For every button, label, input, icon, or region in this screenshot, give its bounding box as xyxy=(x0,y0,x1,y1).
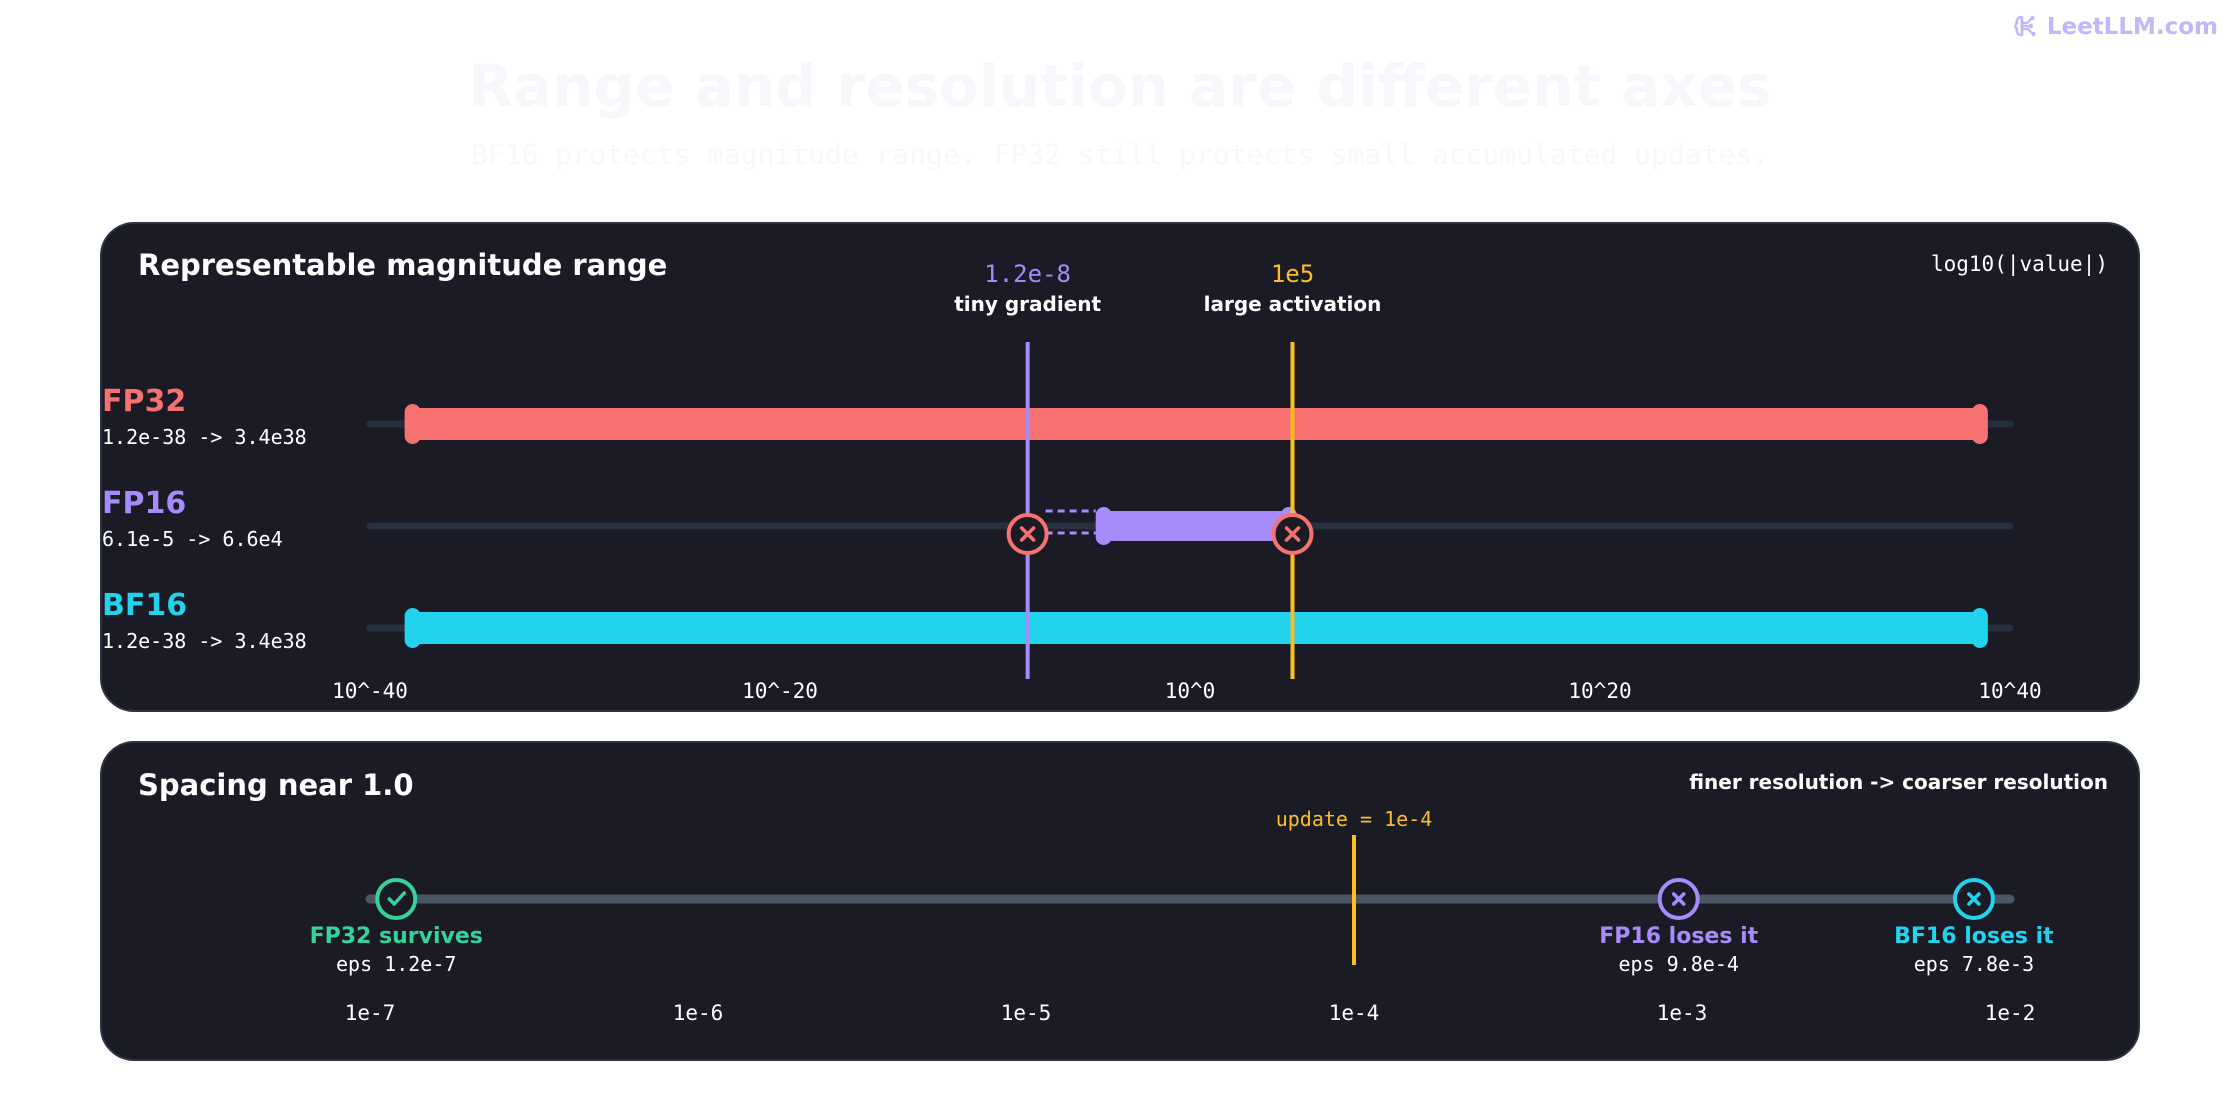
update-marker-label: update = 1e-4 xyxy=(1276,807,1433,831)
range-tick-label: 10^-40 xyxy=(332,679,408,703)
range-axis-caption: log10(|value|) xyxy=(1931,252,2108,277)
fp16-overflow-cross-icon xyxy=(1271,513,1314,555)
format-range-fp16: 6.1e-5 -> 6.6e4 xyxy=(102,527,283,551)
range-panel: Representable magnitude range log10(|valu… xyxy=(100,222,2140,712)
format-name-bf16: BF16 xyxy=(102,588,187,623)
range-cap-max-bf16 xyxy=(1971,608,1988,648)
spacing-tick-label: 1e-7 xyxy=(345,1001,396,1025)
range-cap-min-bf16 xyxy=(404,608,421,648)
format-1-cross-mark xyxy=(1671,892,1686,906)
spacing-tick-label: 1e-4 xyxy=(1329,1001,1380,1025)
brand-logo: LeetLLM.com xyxy=(2013,14,2218,40)
range-tick-label: 10^0 xyxy=(1165,679,1216,703)
marker-caption-1: large activation xyxy=(1204,292,1382,316)
format-range-fp32: 1.2e-38 -> 3.4e38 xyxy=(102,425,307,449)
spacing-tick-label: 1e-2 xyxy=(1985,1001,2036,1025)
spacing-tick-label: 1e-6 xyxy=(673,1001,724,1025)
range-tick-label: 10^20 xyxy=(1568,679,1631,703)
spacing-tick-label: 1e-3 xyxy=(1657,1001,1708,1025)
marker-value-0: 1.2e-8 xyxy=(984,260,1071,288)
range-cap-max-fp32 xyxy=(1971,404,1988,444)
spacing-format-eps: eps 1.2e-7 xyxy=(336,952,456,976)
page-subtitle: BF16 protects magnitude range. FP32 stil… xyxy=(470,138,1770,171)
fp16-overflow-cross-icon-mark xyxy=(1284,526,1301,542)
format-0-check-mark xyxy=(387,891,406,906)
check-icon xyxy=(375,878,418,920)
marker-value-1: 1e5 xyxy=(1271,260,1314,288)
fp16-underflow-cross-icon xyxy=(1006,513,1049,555)
format-name-fp16: FP16 xyxy=(102,486,186,521)
range-cap-min-fp32 xyxy=(404,404,421,444)
spacing-format-name: FP16 loses it xyxy=(1599,924,1758,949)
fp16-underflow-cross-icon-mark xyxy=(1019,526,1036,542)
range-chart: Representable magnitude range log10(|valu… xyxy=(102,248,2108,703)
format-2-cross-mark xyxy=(1967,892,1981,906)
range-bar-bf16 xyxy=(412,612,1980,644)
spacing-format-name: FP32 survives xyxy=(310,924,483,949)
range-tick-label: 10^40 xyxy=(1978,679,2041,703)
range-bar-fp16 xyxy=(1103,511,1289,541)
spacing-panel-title: Spacing near 1.0 xyxy=(138,768,414,802)
range-bar-fp32 xyxy=(412,408,1980,440)
cross-icon xyxy=(1657,878,1700,920)
spacing-chart: Spacing near 1.0 finer resolution -> coar… xyxy=(138,768,2108,1025)
spacing-format-name: BF16 loses it xyxy=(1894,924,2054,949)
brand-name[interactable]: LeetLLM.com xyxy=(2046,14,2218,40)
range-tick-label: 10^-20 xyxy=(742,679,818,703)
spacing-format-eps: eps 7.8e-3 xyxy=(1914,952,2034,976)
format-name-fp32: FP32 xyxy=(102,384,186,419)
marker-caption-0: tiny gradient xyxy=(954,292,1101,316)
brain-circuit-icon xyxy=(2014,15,2036,37)
page-title: Range and resolution are different axes xyxy=(468,52,1772,120)
spacing-caption: finer resolution -> coarser resolution xyxy=(1689,770,2108,794)
spacing-tick-label: 1e-5 xyxy=(1001,1001,1052,1025)
format-0-ring xyxy=(375,878,418,920)
spacing-format-eps: eps 9.8e-4 xyxy=(1619,952,1739,976)
cross-icon xyxy=(1952,878,1995,920)
spacing-panel: Spacing near 1.0 finer resolution -> coar… xyxy=(100,741,2140,1061)
range-panel-title: Representable magnitude range xyxy=(138,248,667,282)
range-cap-min-fp16 xyxy=(1095,507,1112,545)
format-range-bf16: 1.2e-38 -> 3.4e38 xyxy=(102,629,307,653)
